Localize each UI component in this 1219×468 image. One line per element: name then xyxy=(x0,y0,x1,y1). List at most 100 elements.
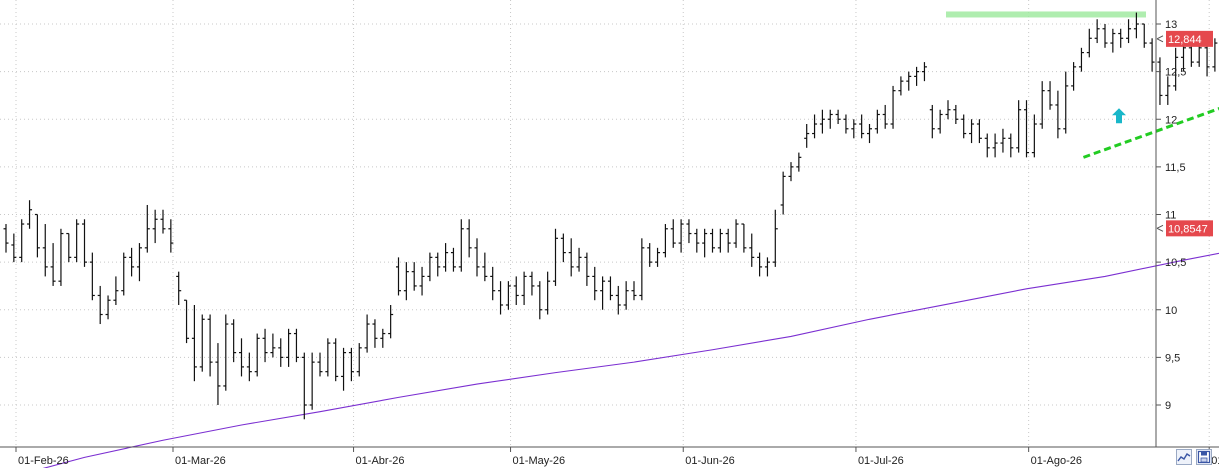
ohlc-bar xyxy=(74,219,80,263)
y-tick-label: 9 xyxy=(1165,400,1171,412)
ohlc-bar xyxy=(764,257,770,277)
ohlc-bar xyxy=(906,71,912,91)
y-tick-label: 9,5 xyxy=(1165,352,1180,364)
ohlc-bar xyxy=(1118,28,1124,48)
ohlc-bar xyxy=(678,219,684,253)
ohlc-bar xyxy=(1000,128,1006,153)
ohlc-bar xyxy=(341,347,347,391)
ohlc-bar xyxy=(1016,100,1022,153)
ohlc-bar xyxy=(804,124,810,148)
trend-chart-icon[interactable] xyxy=(1176,449,1192,465)
ohlc-bar xyxy=(411,262,417,291)
ohlc-bar xyxy=(215,343,221,405)
ohlc-bar xyxy=(772,209,778,267)
ohlc-bar xyxy=(443,243,449,272)
ohlc-bar xyxy=(545,271,551,315)
ohlc-bar xyxy=(1078,47,1084,72)
ohlc-bar xyxy=(42,224,48,277)
ohlc-bar xyxy=(152,209,158,244)
x-tick-label: 01-Jul-26 xyxy=(858,455,904,467)
up-arrow-icon xyxy=(1112,108,1126,124)
ohlc-bar xyxy=(396,257,401,296)
ohlc-bar xyxy=(419,266,425,296)
price-pointer-icon xyxy=(1156,35,1164,43)
trend-layer xyxy=(1082,107,1219,159)
ohlc-bar xyxy=(364,314,370,353)
ohlc-bar xyxy=(427,252,433,282)
ohlc-bar xyxy=(1126,19,1132,44)
resistance-band xyxy=(946,11,1146,18)
ohlc-bar xyxy=(231,319,237,363)
ohlc-bar xyxy=(97,285,103,325)
ohlc-bar xyxy=(466,219,472,258)
ohlc-bar xyxy=(710,228,715,253)
ohlc-bar xyxy=(136,243,142,282)
ohlc-bar xyxy=(1071,62,1077,91)
ohlc-bar xyxy=(686,219,692,244)
save-disk-icon[interactable] xyxy=(1196,449,1212,465)
ohlc-bar xyxy=(992,133,998,158)
ohlc-bar xyxy=(725,228,731,253)
ohlc-bar xyxy=(278,338,284,367)
annotation-layer xyxy=(1112,108,1126,124)
price-tag-bg xyxy=(1166,220,1213,237)
ohlc-bar xyxy=(662,224,668,258)
ohlc-bar xyxy=(631,281,637,301)
ohlc-bar xyxy=(851,119,857,139)
ohlc-bar xyxy=(89,252,95,301)
y-tick-label: 10,5 xyxy=(1165,257,1186,269)
ohlc-bar xyxy=(1102,24,1108,48)
ohlc-bar xyxy=(474,238,480,277)
ohlc-bar xyxy=(568,238,574,277)
ohlc-bar xyxy=(58,228,64,286)
ohlc-bars xyxy=(3,12,1218,420)
ohlc-bar xyxy=(741,223,747,253)
moving-average-layer xyxy=(42,252,1219,468)
ohlc-bar xyxy=(270,333,276,358)
support-trend-line xyxy=(1082,107,1219,159)
ohlc-bar xyxy=(184,299,190,344)
ohlc-bar xyxy=(560,233,566,263)
ohlc-bar xyxy=(82,219,87,267)
ohlc-bar xyxy=(1173,47,1179,91)
ohlc-bar xyxy=(1149,38,1155,72)
y-tick-label: 12,5 xyxy=(1165,67,1186,79)
ohlc-bar xyxy=(262,328,268,363)
ohlc-bar xyxy=(1008,133,1014,158)
ohlc-bar xyxy=(780,171,786,215)
ohlc-bar xyxy=(984,133,990,158)
ohlc-bar xyxy=(348,347,354,382)
ohlc-bar xyxy=(867,124,872,144)
ohlc-bar xyxy=(105,295,111,320)
ohlc-bar xyxy=(733,219,739,248)
ohlc-bar xyxy=(757,252,763,277)
ohlc-bar xyxy=(144,204,150,253)
ohlc-bar xyxy=(1212,38,1218,72)
ohlc-bar xyxy=(788,162,794,182)
ohlc-bar xyxy=(969,119,975,144)
x-tick-label: 01-Ago-26 xyxy=(1031,455,1082,467)
ohlc-bar xyxy=(129,247,135,277)
price-tag: 12,844 xyxy=(1156,30,1213,47)
price-tag-label: 10,8547 xyxy=(1168,223,1208,235)
ohlc-bar xyxy=(191,304,197,382)
ohlc-bar xyxy=(843,114,849,134)
ohlc-bar xyxy=(1196,43,1202,67)
ohlc-bar xyxy=(647,243,653,267)
ohlc-bar xyxy=(450,247,456,272)
ohlc-bar xyxy=(749,233,755,267)
ohlc-bar xyxy=(521,271,527,305)
ohlc-bar xyxy=(874,109,880,134)
ohlc-bar xyxy=(859,114,865,139)
ohlc-bar xyxy=(1031,114,1037,158)
ohlc-bar xyxy=(1024,100,1029,158)
ohlc-bar xyxy=(66,232,72,263)
ohlc-bar xyxy=(513,276,519,305)
ohlc-bar xyxy=(670,219,676,248)
ohlc-bar xyxy=(176,271,182,305)
price-tag-bg xyxy=(1166,30,1213,47)
ohlc-bar xyxy=(293,328,299,363)
grid-layer xyxy=(0,0,1210,446)
